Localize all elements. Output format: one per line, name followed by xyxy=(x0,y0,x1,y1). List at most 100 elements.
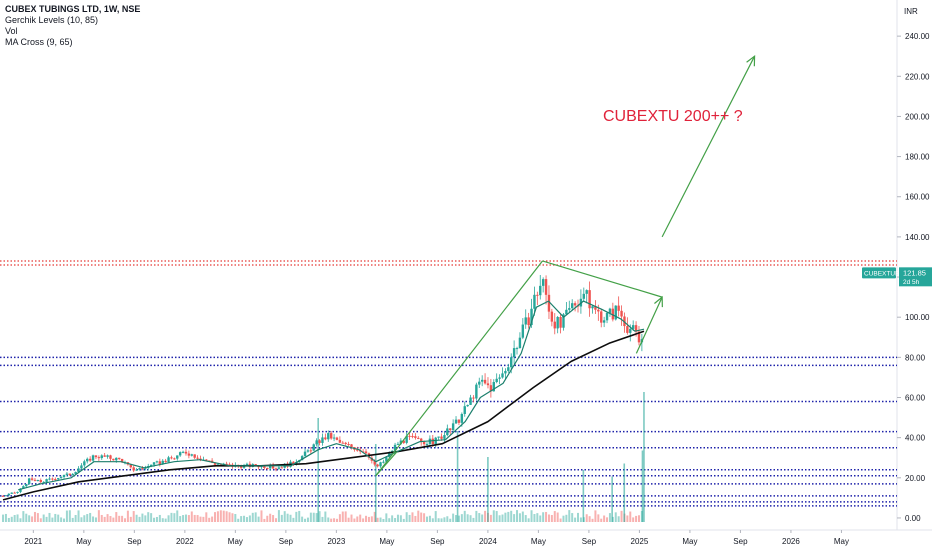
volume-spike-bar xyxy=(611,476,613,522)
volume-bar xyxy=(254,512,257,522)
volume-bar xyxy=(179,516,182,522)
volume-bar xyxy=(19,518,22,522)
y-tick-label: 140.00 xyxy=(905,233,930,242)
candle-body xyxy=(103,455,106,457)
volume-bar xyxy=(556,512,559,522)
candle-body xyxy=(347,444,350,446)
volume-bar xyxy=(234,514,237,522)
volume-bar xyxy=(7,517,10,522)
projection-arrow[interactable] xyxy=(635,296,663,354)
x-tick-label: Sep xyxy=(733,537,748,546)
volume-bar xyxy=(74,515,77,522)
candle-body xyxy=(7,493,11,496)
volume-bar xyxy=(187,515,190,522)
volume-bar xyxy=(600,518,603,522)
candle-body xyxy=(106,455,109,457)
last-price-badge[interactable] xyxy=(899,267,932,287)
candle-body xyxy=(463,406,466,414)
indicator-ma-cross[interactable]: MA Cross (9, 65) xyxy=(5,37,73,47)
candle-body xyxy=(425,443,429,445)
volume-bar xyxy=(327,517,330,522)
indicator-gerchik[interactable]: Gerchik Levels (10, 85) xyxy=(5,15,99,25)
volume-bar xyxy=(437,518,440,522)
candle-body xyxy=(550,311,554,322)
volume-bar xyxy=(376,517,379,522)
candle-body xyxy=(19,488,22,492)
volume-bar xyxy=(507,511,510,522)
x-tick-label: 2022 xyxy=(176,537,194,546)
symbol-title[interactable]: CUBEX TUBINGS LTD, 1W, NSE xyxy=(5,4,141,14)
trendline[interactable] xyxy=(375,451,398,477)
candle-body xyxy=(524,317,527,325)
candle-body xyxy=(22,486,25,489)
volume-bar xyxy=(92,516,95,522)
candle-body xyxy=(266,467,269,469)
volume-bar xyxy=(347,517,350,522)
candle-body xyxy=(327,433,330,440)
volume-bar xyxy=(176,510,179,522)
candle-body xyxy=(626,326,629,333)
volume-bar xyxy=(161,518,164,522)
indicator-volume[interactable]: Vol xyxy=(5,26,18,36)
candle-body xyxy=(321,437,324,443)
volume-bar xyxy=(411,512,414,522)
volume-spike-bar xyxy=(623,463,626,522)
trendline[interactable] xyxy=(375,260,543,477)
volume-bar xyxy=(632,517,635,522)
candle-body xyxy=(33,479,37,481)
volume-bar xyxy=(283,511,286,522)
candle-body xyxy=(515,348,519,350)
candle-body xyxy=(629,328,632,333)
volume-bar xyxy=(39,518,42,522)
volume-bar xyxy=(103,516,106,522)
currency-label[interactable]: INR xyxy=(904,7,918,16)
volume-bar xyxy=(606,517,609,522)
candle-body xyxy=(280,467,284,469)
x-tick-label: May xyxy=(379,537,394,546)
candle-body xyxy=(507,367,510,371)
candle-body xyxy=(492,382,495,392)
y-tick-label: 0.00 xyxy=(905,514,921,523)
candle-body xyxy=(274,468,278,470)
volume-bar xyxy=(219,510,222,522)
volume-bar xyxy=(475,510,478,522)
candle-body xyxy=(443,435,446,439)
candle-body xyxy=(36,480,40,482)
volume-bar xyxy=(571,513,574,522)
candle-body xyxy=(521,324,525,338)
candle-body xyxy=(553,321,556,329)
candle-body xyxy=(411,436,414,438)
volume-bar xyxy=(10,516,13,522)
candle-body xyxy=(544,279,548,295)
candle-body xyxy=(512,348,516,358)
candle-body xyxy=(109,455,112,459)
trendline[interactable] xyxy=(542,260,663,298)
candle-body xyxy=(417,437,420,439)
candle-body xyxy=(120,458,124,463)
volume-bar xyxy=(231,513,234,522)
volume-bar xyxy=(356,516,359,522)
volume-bar xyxy=(60,517,63,522)
volume-bar xyxy=(48,512,51,522)
volume-bar xyxy=(402,518,405,522)
candle-body xyxy=(187,453,191,456)
volume-bar xyxy=(257,516,260,522)
volume-bar xyxy=(184,514,187,522)
candle-body xyxy=(510,357,513,368)
candle-body xyxy=(478,381,481,385)
candle-body xyxy=(431,438,435,445)
volume-bar xyxy=(495,511,498,522)
volume-bar xyxy=(344,511,347,522)
volume-bar xyxy=(542,512,545,522)
x-tick-label: 2021 xyxy=(24,537,42,546)
candle-body xyxy=(239,465,243,468)
candle-body xyxy=(149,464,153,467)
candle-body xyxy=(559,316,562,328)
annotation-text[interactable]: CUBEXTU 200++ ? xyxy=(603,108,743,125)
candle-body xyxy=(135,469,138,471)
volume-bar xyxy=(576,512,579,522)
projection-arrow[interactable] xyxy=(661,55,756,238)
x-tick-label: 2026 xyxy=(782,537,800,546)
volume-bar xyxy=(147,512,150,522)
